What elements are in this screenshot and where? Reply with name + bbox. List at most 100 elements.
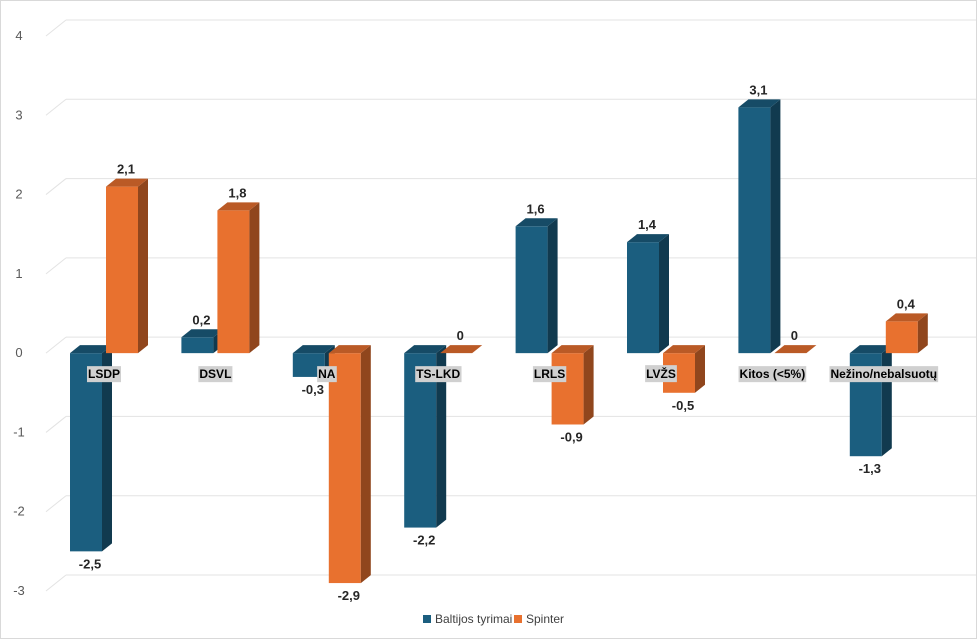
y-tick-label: 0 <box>15 345 22 360</box>
y-tick-label: 3 <box>15 107 22 122</box>
gridline-diag <box>45 178 67 195</box>
bar-side-spinter <box>583 345 594 425</box>
bar-baltijos-tyrimai <box>627 242 659 354</box>
bar-spinter <box>328 353 361 584</box>
data-label-spinter: 2,1 <box>117 162 135 177</box>
data-label-baltijos-tyrimai: -0,3 <box>302 382 324 397</box>
data-label-baltijos-tyrimai: -2,5 <box>79 556 101 571</box>
bar-spinter <box>774 345 817 354</box>
bar-top-baltijos-tyrimai <box>404 345 447 354</box>
bar-spinter <box>440 345 483 354</box>
bar-baltijos-tyrimai <box>515 226 548 354</box>
bar-top-spinter <box>885 313 928 322</box>
category-label-bg <box>829 366 939 383</box>
bar-side-baltijos-tyrimai <box>102 345 112 552</box>
legend-label-spinter: Spinter <box>526 612 564 626</box>
category-label: LVŽS <box>646 366 676 381</box>
legend-label-baltijos-tyrimai: Baltijos tyrimai <box>435 612 512 626</box>
data-label-baltijos-tyrimai: -1,3 <box>859 461 881 476</box>
bar-top-spinter <box>217 202 260 211</box>
data-label-baltijos-tyrimai: 3,1 <box>749 82 767 97</box>
bar-baltijos-tyrimai <box>181 337 214 354</box>
category-labels: LSDP DSVL NA TS-LKD LRLS LVŽS Kitos (<5%) Nežin… <box>86 365 939 383</box>
category-label-bg <box>532 366 567 383</box>
category-label: DSVL <box>199 367 231 381</box>
data-label-baltijos-tyrimai: -2,2 <box>413 533 435 548</box>
category-label: LRLS <box>534 367 565 381</box>
bar-top-baltijos-tyrimai <box>70 345 112 354</box>
data-label-spinter: 0 <box>791 328 798 343</box>
category-label-bg <box>415 366 462 383</box>
bar-side-spinter <box>695 345 705 393</box>
gridline-diag <box>45 495 67 513</box>
bar-spinter <box>106 186 138 354</box>
gridlines <box>45 19 976 592</box>
bars <box>70 99 928 584</box>
bar-side-spinter <box>917 313 928 354</box>
bar-baltijos-tyrimai <box>292 353 325 377</box>
bar-baltijos-tyrimai <box>70 353 102 552</box>
y-tick-label: 4 <box>15 28 22 43</box>
bar-top-baltijos-tyrimai <box>181 329 224 338</box>
gridline-diag <box>45 416 67 433</box>
gridline-diag <box>45 574 67 592</box>
bar-top-spinter <box>663 345 705 354</box>
y-tick-label: -1 <box>13 424 25 439</box>
bar-baltijos-tyrimai <box>738 107 771 354</box>
y-tick-label: 2 <box>15 187 22 202</box>
bar-side-baltijos-tyrimai <box>659 234 669 354</box>
data-label-spinter: 1,8 <box>228 185 246 200</box>
bar-side-baltijos-tyrimai <box>770 99 781 354</box>
data-label-baltijos-tyrimai: 1,4 <box>638 217 657 232</box>
bar-side-spinter <box>249 202 260 354</box>
category-label-bg <box>86 366 122 383</box>
legend-swatch-baltijos-tyrimai <box>423 615 431 623</box>
data-label-spinter: 0 <box>457 328 464 343</box>
data-label-spinter: -0,9 <box>560 430 582 445</box>
category-label: Nežino/nebalsuotų <box>830 367 937 381</box>
bar-top-spinter <box>328 345 371 354</box>
bar-top-baltijos-tyrimai <box>292 345 335 354</box>
bar-side-spinter <box>360 345 371 584</box>
legend-swatch-spinter <box>514 615 522 623</box>
gridline-diag <box>45 336 67 354</box>
category-label: Kitos (<5%) <box>740 367 806 381</box>
gridline-diag <box>45 98 67 116</box>
bar-top-spinter <box>106 178 148 187</box>
category-label: LSDP <box>88 367 120 381</box>
category-label-bg <box>198 366 233 383</box>
data-label-baltijos-tyrimai: 0,2 <box>192 312 210 327</box>
bar-side-baltijos-tyrimai <box>547 218 558 354</box>
bar-top-baltijos-tyrimai <box>738 99 781 108</box>
legend: Baltijos tyrimai Spinter <box>423 612 564 626</box>
bar-top-spinter <box>551 345 594 354</box>
bar-baltijos-tyrimai <box>404 353 437 528</box>
bar-top-baltijos-tyrimai <box>849 345 892 354</box>
bar-top-baltijos-tyrimai <box>627 234 669 243</box>
gridline-diag <box>45 257 67 275</box>
category-label-bg <box>738 366 807 383</box>
bar-side-baltijos-tyrimai <box>436 345 447 528</box>
y-tick-label: -2 <box>13 504 25 519</box>
y-tick-label: 1 <box>15 266 22 281</box>
data-labels: -2,5 2,1 0,2 1,8 -0,3 -2,9 -2,2 0 1,6 -0,9 1,4 -0,5… <box>79 82 916 603</box>
y-tick-label: -3 <box>13 583 25 598</box>
bar-spinter <box>551 353 584 425</box>
bar-spinter <box>885 321 918 354</box>
gridline-diag <box>45 19 67 37</box>
bar-spinter <box>217 210 250 354</box>
bar-side-spinter <box>138 178 148 354</box>
category-label: TS-LKD <box>416 367 460 381</box>
bar-top-baltijos-tyrimai <box>515 218 558 227</box>
data-label-spinter: -2,9 <box>338 588 360 603</box>
data-label-spinter: -0,5 <box>672 398 694 413</box>
category-label-bg <box>645 365 677 383</box>
bar-side-baltijos-tyrimai <box>881 345 892 457</box>
category-label: NA <box>318 367 336 381</box>
data-label-spinter: 0,4 <box>897 296 916 311</box>
y-axis-ticks: 4 3 2 1 0 -1 -2 -3 <box>13 28 25 598</box>
category-label-bg <box>317 366 337 383</box>
data-label-baltijos-tyrimai: 1,6 <box>527 201 545 216</box>
